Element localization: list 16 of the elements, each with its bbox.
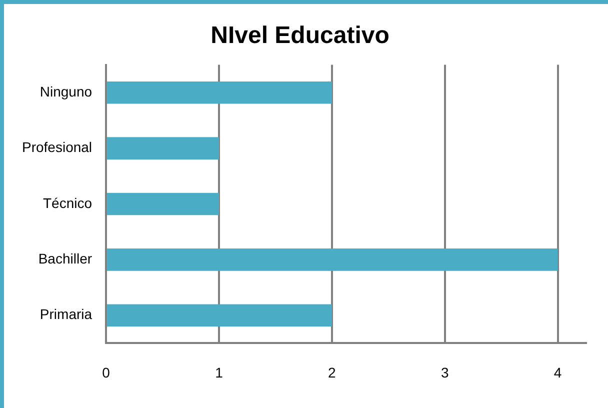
y-tick-label: Profesional (22, 139, 92, 156)
y-tick-label: Técnico (43, 194, 92, 211)
bar (107, 248, 558, 271)
bar (107, 137, 219, 160)
x-tick-label: 3 (440, 364, 449, 380)
x-tick-label: 2 (328, 364, 336, 380)
y-tick-label: Bachiller (38, 250, 92, 267)
y-tick-label: Ninguno (40, 84, 92, 100)
x-tick-label: 0 (102, 364, 110, 380)
bar (107, 304, 332, 326)
x-tick-label: 4 (554, 364, 562, 380)
chart-title: NIvel Educativo (210, 22, 390, 50)
bar (107, 82, 332, 104)
y-tick-label: Primaria (40, 306, 92, 322)
x-tick-label: 1 (215, 364, 224, 380)
bar (107, 192, 219, 216)
